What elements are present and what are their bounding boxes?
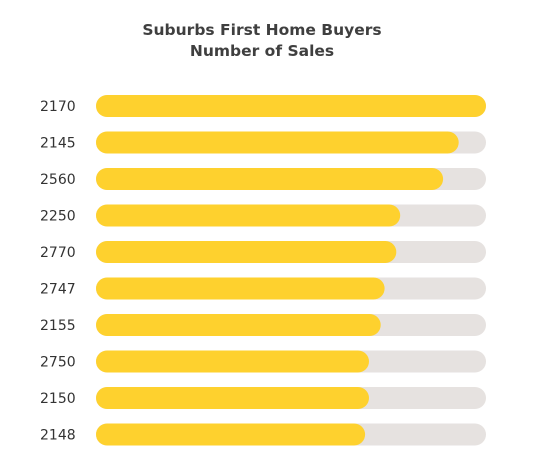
- bar: [96, 168, 444, 190]
- category-label: 2170: [40, 99, 76, 115]
- chart-subtitle: Number of Sales: [190, 42, 334, 60]
- category-label: 2560: [40, 172, 76, 188]
- category-label: 2155: [40, 318, 76, 334]
- bar: [96, 241, 397, 263]
- category-label: 2148: [40, 428, 76, 444]
- category-label: 2145: [40, 136, 76, 152]
- category-label: 2150: [40, 391, 76, 407]
- chart-title: Suburbs First Home Buyers: [142, 21, 381, 39]
- bar: [96, 95, 486, 117]
- bar: [96, 387, 369, 409]
- category-label: 2750: [40, 355, 76, 371]
- bar: [96, 314, 381, 336]
- bar: [96, 204, 401, 227]
- category-label: 2250: [40, 209, 76, 225]
- category-label: 2747: [40, 282, 76, 298]
- bars-group: 2170 2145 2560 2250 2770 2747 2155 2750 2150 2148: [40, 95, 486, 446]
- bar: [96, 350, 369, 373]
- bar: [96, 131, 459, 154]
- category-label: 2770: [40, 245, 76, 261]
- bar: [96, 277, 385, 300]
- bar: [96, 423, 366, 446]
